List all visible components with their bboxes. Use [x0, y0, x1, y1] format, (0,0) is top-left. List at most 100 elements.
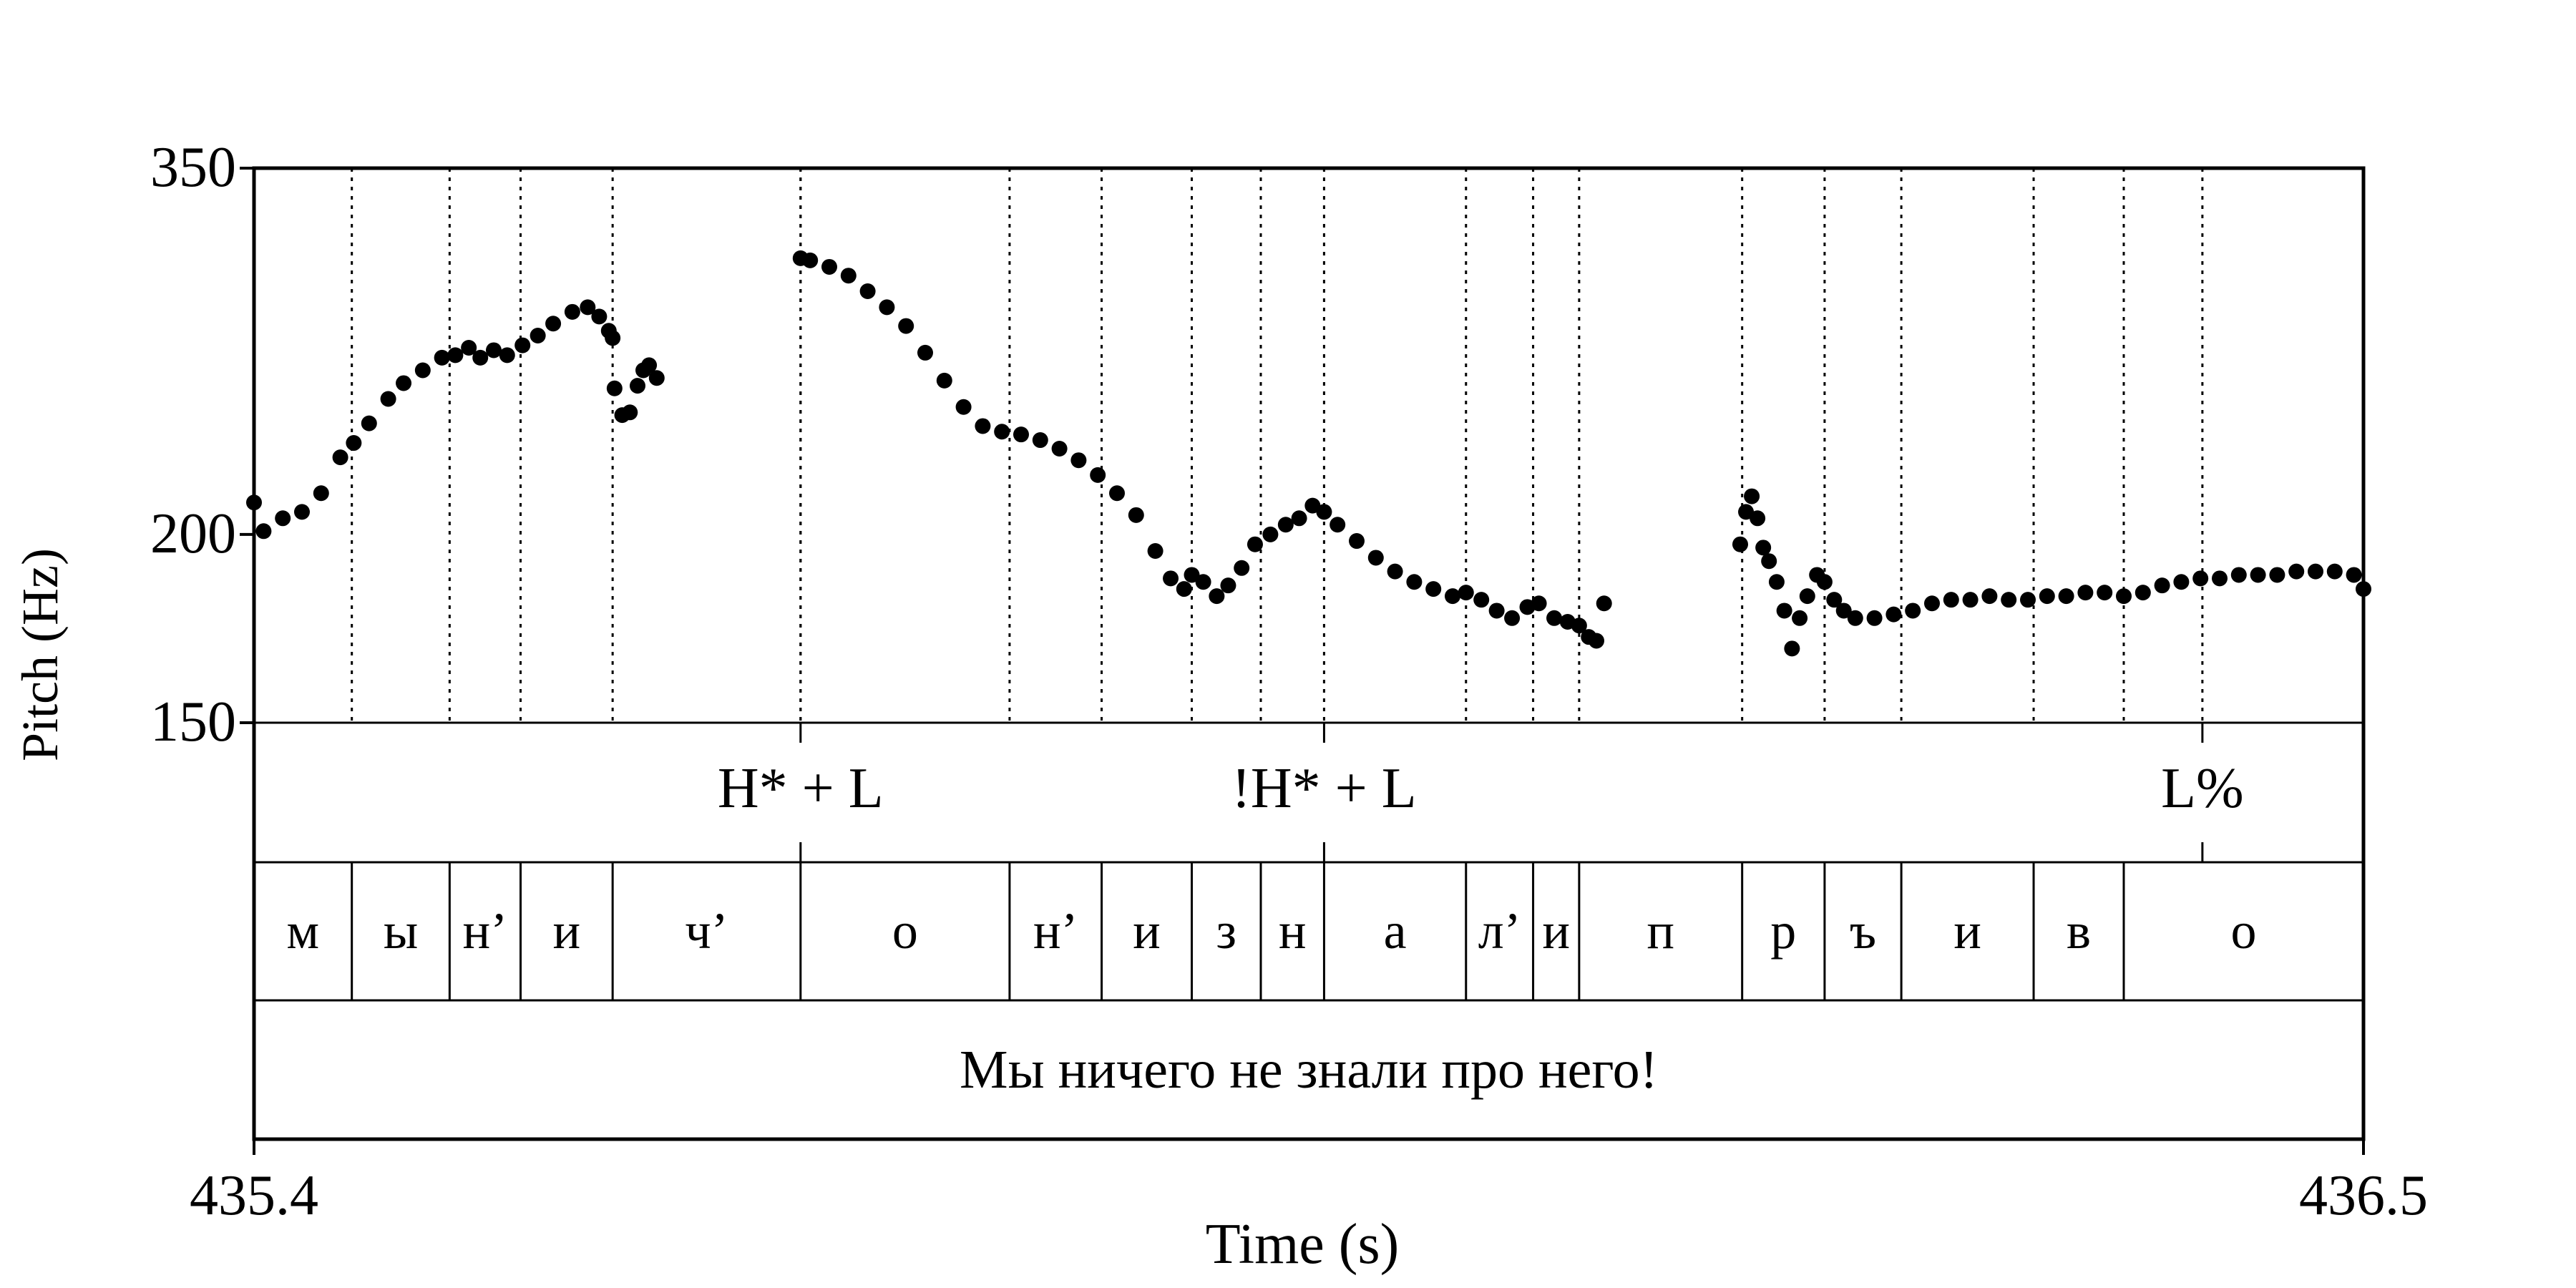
pitch-point [1885, 606, 1902, 623]
pitch-point [1504, 610, 1521, 626]
pitch-point [1195, 574, 1211, 590]
pitch-point [2308, 563, 2323, 580]
segment-label: п [1647, 902, 1675, 960]
pitch-point [255, 523, 272, 540]
pitch-point [1981, 588, 1998, 605]
pitch-point [461, 340, 477, 356]
pitch-point [2269, 567, 2285, 583]
pitch-point [1905, 602, 1921, 619]
pitch-point [414, 362, 431, 379]
pitch-point [994, 424, 1010, 440]
segment-label: з [1216, 902, 1236, 960]
pitch-point [1316, 504, 1332, 520]
pitch-point [346, 435, 362, 452]
y-axis-label: Pitch (Hz) [11, 548, 69, 761]
pitch-point [2346, 567, 2362, 583]
plot-frame [252, 166, 2366, 1141]
pitch-point [1367, 550, 1384, 566]
pitch-point [1277, 517, 1294, 533]
annotation-tiers: H* + L !H* + L L%м ы н’ и ч’ о н’ и з н а л’ и п р ъ и в оМы… [287, 723, 2257, 1100]
pitch-point [294, 504, 310, 520]
pitch-point [1234, 560, 1250, 576]
pitch-point [1826, 592, 1843, 608]
pitch-point [1744, 488, 1760, 504]
pitch-point [1013, 426, 1029, 443]
pitch-point [1425, 581, 1442, 597]
pitch-point [2230, 567, 2247, 583]
pitch-point [1184, 567, 1200, 583]
y-tick-label: 350 [150, 136, 236, 199]
segment-label: н’ [1033, 902, 1078, 960]
pitch-point [2058, 588, 2074, 605]
pitch-point [1176, 581, 1192, 597]
pitch-point [1750, 510, 1766, 527]
pitch-point [1070, 452, 1087, 469]
pitch-point [879, 299, 895, 316]
segment-label: и [1133, 902, 1161, 960]
pitch-point [917, 344, 933, 361]
pitch-point [1761, 553, 1777, 570]
axes: Time (s) Pitch (Hz) 150 200 350 435.4 436.5 [11, 136, 2428, 1276]
pitch-point [2288, 563, 2305, 580]
pitch-contour [246, 250, 2371, 657]
segment-label: а [1384, 902, 1407, 960]
pitch-point [2154, 577, 2170, 594]
pitch-point [499, 347, 515, 364]
pitch-point [1835, 602, 1852, 619]
segment-label: ъ [1850, 902, 1876, 960]
pitch-point [1349, 533, 1365, 550]
pitch-point [1816, 574, 1833, 590]
segment-label: о [892, 902, 918, 960]
pitch-point [1866, 610, 1883, 626]
segment-label: в [2067, 902, 2091, 960]
pitch-point [447, 347, 464, 364]
pitch-point [1732, 536, 1748, 552]
pitch-point [2001, 592, 2017, 608]
pitch-point [1220, 577, 1236, 594]
pitch-point [1051, 441, 1068, 457]
pitch-point [1128, 507, 1144, 523]
segment-label: ч’ [685, 902, 728, 960]
pitch-point [1246, 536, 1263, 552]
pitch-point [332, 449, 348, 466]
pitch-point [1291, 510, 1307, 527]
pitch-point [486, 342, 502, 358]
tone-label: !H* + L [1231, 757, 1416, 820]
pitch-point [1755, 540, 1772, 556]
pitch-point [840, 268, 857, 284]
pitch-point [1387, 563, 1403, 580]
pitch-point [380, 391, 396, 407]
pitch-point [1458, 585, 1474, 601]
pitch-point [1163, 570, 1179, 587]
pitch-point [1768, 574, 1785, 590]
x-tick-label: 435.4 [190, 1164, 318, 1227]
segment-label: о [2231, 902, 2257, 960]
pitch-point [1109, 485, 1125, 502]
segment-label: и [1953, 902, 1981, 960]
pitch-point [2135, 585, 2151, 601]
pitch-point [859, 283, 876, 300]
pitch-point [396, 375, 412, 391]
pitch-point [2326, 563, 2343, 580]
pitch-point [975, 418, 991, 434]
x-axis-label: Time (s) [1206, 1213, 1399, 1276]
pitch-point [514, 337, 531, 353]
pitch-point [564, 303, 580, 320]
pitch-point [2212, 570, 2228, 587]
pitch-point [2077, 585, 2094, 601]
pitch-point [1776, 602, 1792, 619]
pitch-point [2173, 574, 2190, 590]
pitch-point [1147, 543, 1163, 560]
segment-label: и [553, 902, 581, 960]
pitch-point [1473, 592, 1490, 608]
pitch-point [1962, 592, 1979, 608]
pitch-point [622, 404, 638, 421]
tone-label: L% [2161, 757, 2244, 820]
pitch-point [936, 372, 952, 389]
segment-label: л’ [1478, 902, 1521, 960]
pitch-point [530, 327, 546, 343]
pitch-point [545, 316, 562, 332]
pitch-point [1406, 574, 1423, 590]
segment-label: и [1542, 902, 1570, 960]
